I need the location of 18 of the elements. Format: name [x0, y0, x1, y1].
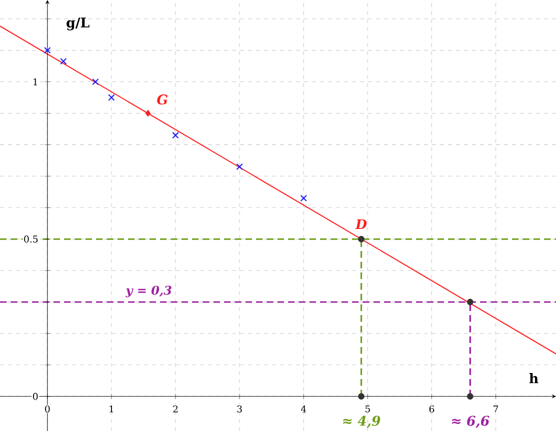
x-tick-label: 4: [300, 405, 306, 412]
annotation: ≈ 6,6: [452, 416, 490, 428]
x-tick-label: 0: [45, 405, 50, 412]
annotation: D: [355, 219, 367, 230]
annotation: ≈ 4,9: [343, 416, 380, 428]
y-tick-label: 1: [34, 78, 38, 86]
ref-line-label: y = 0,3: [126, 286, 172, 298]
y-axis-title: g/L: [66, 18, 90, 30]
x-tick-label: 1: [110, 405, 114, 412]
x-tick-label: 5: [366, 405, 370, 412]
x-tick-label: 2: [173, 405, 178, 412]
x-tick-label: 3: [237, 405, 242, 412]
x-tick-label: 7: [494, 405, 498, 412]
y-tick-label: 0.5: [24, 236, 38, 243]
annotation: G: [157, 94, 168, 105]
y-tick-label: 0: [33, 392, 38, 400]
x-axis-title: h: [529, 373, 538, 384]
x-tick-label: 6: [429, 405, 434, 412]
